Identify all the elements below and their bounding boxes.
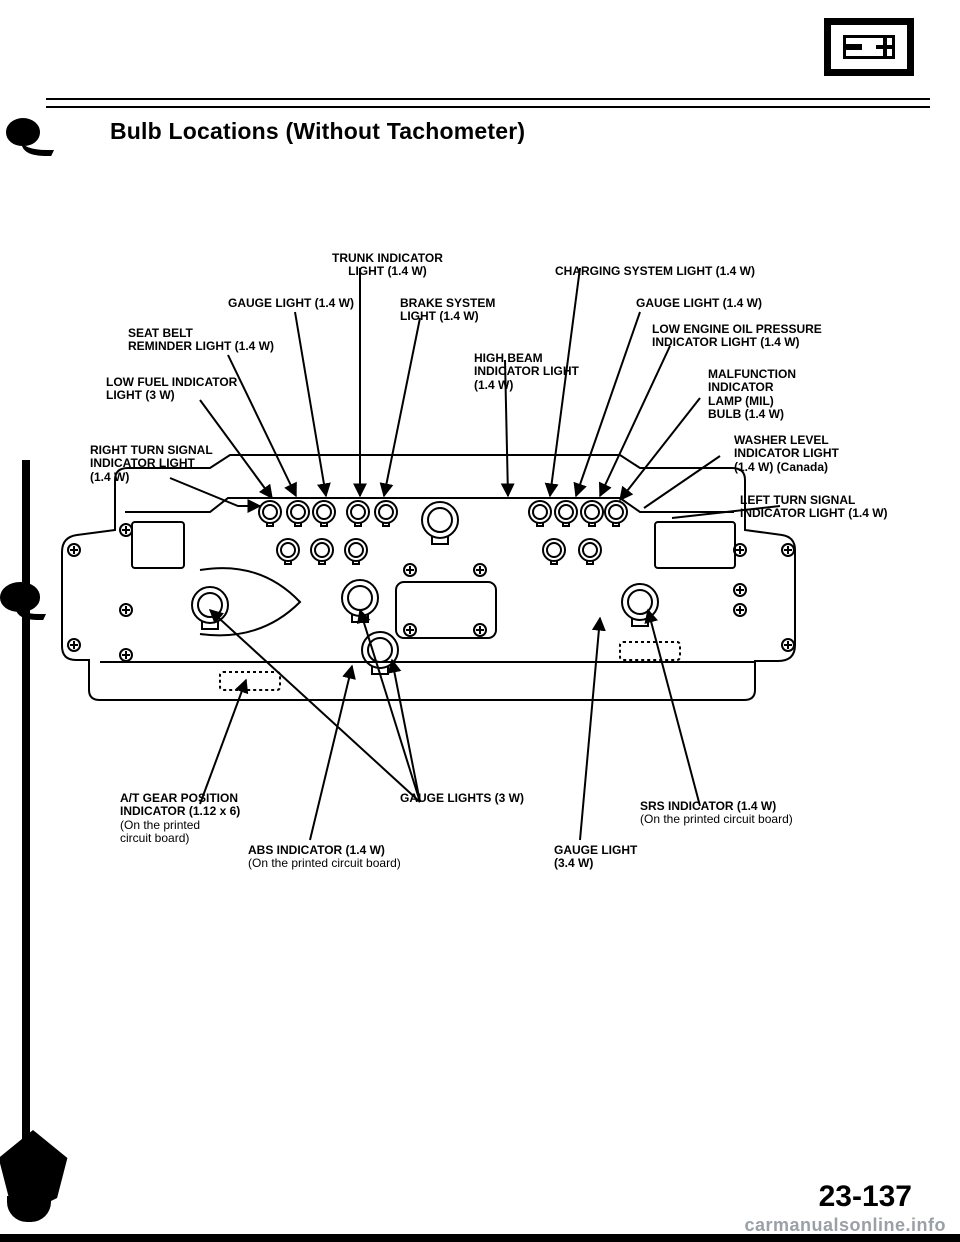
scan-strip — [0, 1234, 960, 1242]
label-brake: BRAKE SYSTEMLIGHT (1.4 W) — [400, 297, 495, 324]
label-charging: CHARGING SYSTEM LIGHT (1.4 W) — [555, 265, 755, 278]
label-lowfuel: LOW FUEL INDICATORLIGHT (3 W) — [106, 376, 237, 403]
watermark: carmanualsonline.info — [744, 1215, 946, 1236]
label-gauge-light-b: GAUGE LIGHT(3.4 W) — [554, 844, 637, 871]
label-highbeam: HIGH BEAMINDICATOR LIGHT(1.4 W) — [474, 352, 579, 392]
label-mil: MALFUNCTIONINDICATORLAMP (MIL)BULB (1.4 … — [708, 368, 796, 422]
label-srs: SRS INDICATOR (1.4 W)(On the printed cir… — [640, 800, 793, 827]
label-trunk: TRUNK INDICATORLIGHT (1.4 W) — [332, 252, 443, 279]
label-washer: WASHER LEVELINDICATOR LIGHT(1.4 W) (Cana… — [734, 434, 839, 474]
label-oil: LOW ENGINE OIL PRESSUREINDICATOR LIGHT (… — [652, 323, 822, 350]
rule — [46, 106, 930, 108]
label-left-turn: LEFT TURN SIGNALINDICATOR LIGHT (1.4 W) — [740, 494, 888, 521]
label-seatbelt: SEAT BELTREMINDER LIGHT (1.4 W) — [128, 327, 274, 354]
rule — [46, 98, 930, 100]
page: Bulb Locations (Without Tachometer) TRUN… — [0, 0, 960, 1242]
page-number: 23-137 — [819, 1180, 912, 1214]
label-gauge-lights: GAUGE LIGHTS (3 W) — [400, 792, 524, 805]
label-right-turn: RIGHT TURN SIGNALINDICATOR LIGHT(1.4 W) — [90, 444, 213, 484]
page-title: Bulb Locations (Without Tachometer) — [110, 118, 525, 145]
label-gauge-right: GAUGE LIGHT (1.4 W) — [636, 297, 762, 310]
binder-tail — [20, 136, 56, 152]
label-abs: ABS INDICATOR (1.4 W)(On the printed cir… — [248, 844, 401, 871]
binding-silhouette — [0, 460, 62, 1220]
label-gauge-left: GAUGE LIGHT (1.4 W) — [228, 297, 354, 310]
battery-icon — [824, 18, 914, 76]
label-at-gear: A/T GEAR POSITIONINDICATOR (1.12 x 6) (O… — [120, 792, 240, 846]
